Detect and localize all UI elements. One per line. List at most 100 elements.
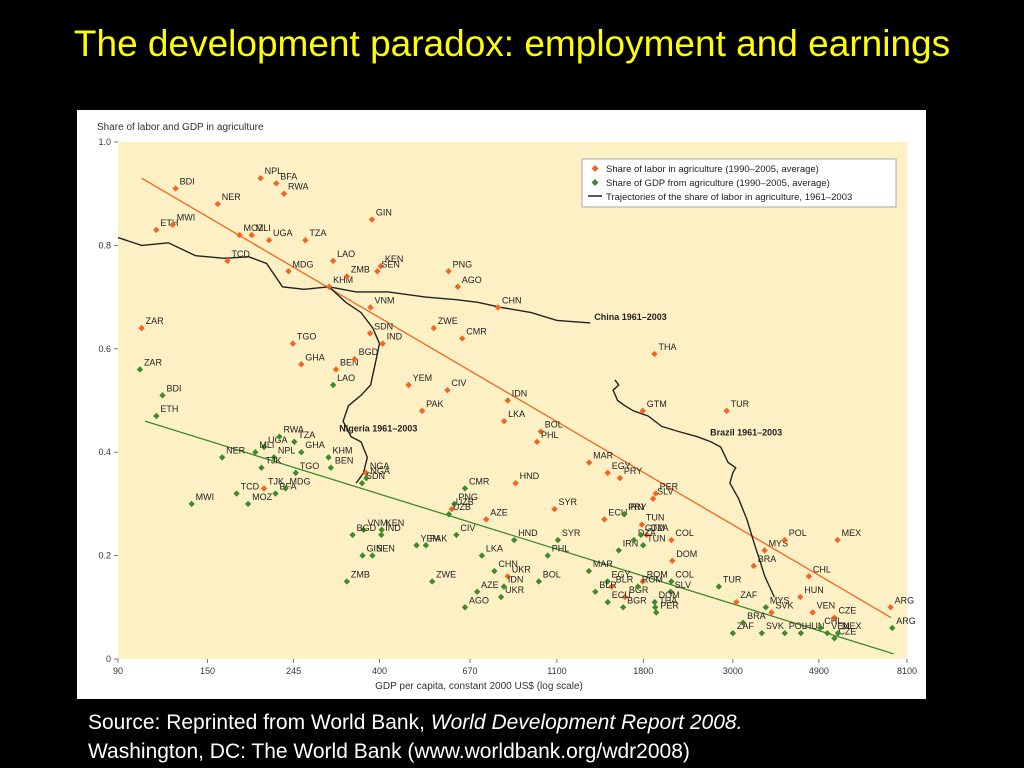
labor-point-label: CMR <box>466 326 487 336</box>
labor-point-label: PRY <box>624 466 642 476</box>
labor-point-label: THA <box>658 342 676 352</box>
gdp-point-label: COL <box>675 569 694 579</box>
labor-point-mys <box>761 547 768 554</box>
labor-point-egy <box>604 469 611 477</box>
labor-point-label: SDN <box>374 321 393 331</box>
labor-point-label: VNM <box>375 295 395 305</box>
gdp-point-vnm <box>360 526 367 533</box>
labor-point-label: BGR <box>629 585 649 595</box>
labor-point-mli <box>248 231 255 239</box>
labor-point-label: AGO <box>462 275 482 285</box>
labor-point-label: NGA <box>370 461 390 471</box>
labor-point-label: HUN <box>804 585 824 595</box>
gdp-point-label: CMR <box>469 476 490 486</box>
source-line-2: Washington, DC: The World Bank (www.worl… <box>88 740 690 763</box>
source-citation: Source: Reprinted from World Bank, World… <box>88 708 742 766</box>
gdp-point-cze <box>831 635 838 642</box>
gdp-point-cmr <box>461 485 469 492</box>
labor-point-label: ECU <box>608 507 627 517</box>
slide-title: The development paradox: employment and … <box>73 23 951 64</box>
x-tick-label: 245 <box>286 666 301 676</box>
labor-point-per <box>652 490 659 497</box>
labor-point-label: EGY <box>612 461 631 471</box>
gdp-point-label: TGO <box>300 461 320 471</box>
gdp-point-label: DOM <box>659 590 680 600</box>
gdp-point-label: BGD <box>357 523 377 533</box>
gdp-point-idn <box>500 583 508 590</box>
chart-figure: Share of labor and GDP in agriculture GD… <box>77 110 926 699</box>
gdp-point-label: MLI <box>259 440 274 450</box>
labor-point-label: AZE <box>490 507 508 517</box>
gdp-point-arg <box>889 624 896 632</box>
x-tick-label: 3000 <box>723 666 743 676</box>
legend: Share of labor in agriculture (1990–2005… <box>581 158 897 208</box>
labor-point-label: NER <box>222 192 242 202</box>
gdp-point-label: PAK <box>430 533 447 543</box>
y-tick-label: 0.2 <box>98 551 111 561</box>
gdp-point-label: BGR <box>627 595 647 605</box>
gdp-point-col <box>668 578 675 585</box>
labor-point-sdn <box>366 330 374 337</box>
labor-point-bfa <box>273 180 280 187</box>
labor-point-uzb <box>448 505 456 513</box>
gdp-point-npl <box>270 454 278 461</box>
labor-point-civ <box>444 386 451 394</box>
gdp-point-gtm <box>637 531 645 539</box>
x-tick-label: 150 <box>200 666 215 676</box>
gdp-point-lka <box>478 552 486 559</box>
gdp-point-label: CZE <box>838 626 856 636</box>
x-tick-label: 670 <box>462 666 477 676</box>
labor-point-bgd <box>351 355 358 363</box>
legend-marker-gdp <box>591 179 599 186</box>
labor-point-phl <box>533 438 541 446</box>
labor-point-yem <box>405 381 412 389</box>
gdp-point-label: GTM <box>645 523 665 533</box>
gdp-point-mli <box>252 449 259 456</box>
gdp-point-mar <box>585 567 593 575</box>
gdp-point-label: IRN <box>623 538 639 548</box>
labor-point-blr <box>608 583 615 590</box>
labor-point-label: ETH <box>160 218 178 228</box>
plot-area <box>118 142 907 659</box>
legend-label-gdp: Share of GDP from agriculture (1990–2005… <box>606 178 830 189</box>
labor-point-rom <box>639 578 646 585</box>
gdp-point-label: SLV <box>675 580 691 590</box>
gdp-point-label: BEN <box>335 456 354 466</box>
labor-point-label: CHL <box>813 564 831 574</box>
gdp-point-bfa <box>272 490 279 497</box>
gdp-point-yem <box>413 542 420 549</box>
brazil-trajectory-label: Brazil 1961–2003 <box>710 428 782 438</box>
labor-point-tur <box>723 407 730 415</box>
labor-point-chn <box>494 304 502 311</box>
labor-point-label: MYS <box>769 538 789 548</box>
labor-point-label: IND <box>387 332 403 342</box>
gdp-point-label: HND <box>518 528 538 538</box>
gdp-point-mdg <box>282 485 289 492</box>
x-tick-label: 4900 <box>809 666 829 676</box>
gdp-point-label: NER <box>226 445 246 455</box>
legend-marker-labor <box>591 165 599 172</box>
x-tick-label: 400 <box>372 666 387 676</box>
gdp-point-label: DZA <box>638 528 656 538</box>
gdp-point-tjk <box>258 464 265 471</box>
gdp-point-rwa <box>276 433 283 440</box>
labor-point-mwi <box>169 221 176 228</box>
labor-point-label: NPL <box>265 166 283 176</box>
labor-point-label: GIN <box>376 208 392 218</box>
labor-point-label: POL <box>789 528 807 538</box>
axis-ticks: 90 150 245 400 670 1100 1800 3000 4900 8100 0 0.2 0.… <box>98 137 917 676</box>
gdp-point-tza <box>291 438 298 446</box>
labor-point-label: MAR <box>593 451 614 461</box>
labor-point-label: BDI <box>180 177 195 187</box>
x-tick-label: 1100 <box>547 666 566 676</box>
gdp-point-label: KEN <box>386 518 405 528</box>
gdp-point-label: PER <box>660 600 679 610</box>
gdp-point-label: AGO <box>469 595 489 605</box>
gdp-point-label: IND <box>385 523 401 533</box>
labor-point-ken <box>377 262 385 270</box>
gdp-point-hun <box>797 629 805 637</box>
labor-point-bra <box>750 562 757 570</box>
labor-point-zwe <box>430 324 437 332</box>
china-trajectory-label: China 1961–2003 <box>594 312 667 322</box>
labor-point-pak <box>418 407 426 415</box>
